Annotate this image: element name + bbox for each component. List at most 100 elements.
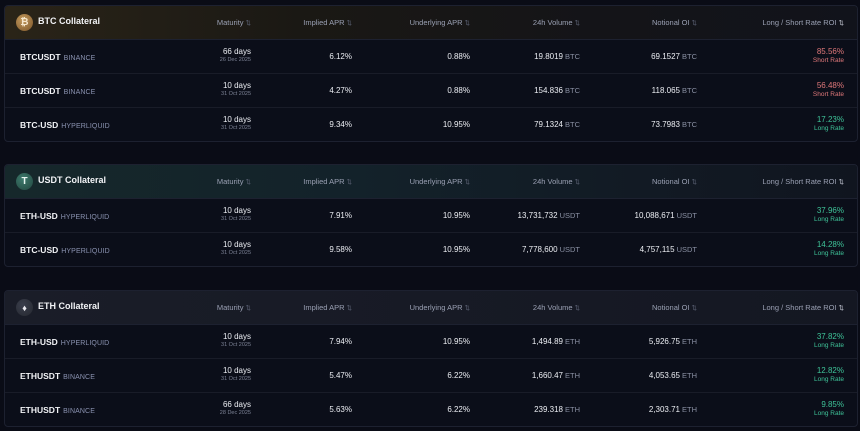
maturity-date: 31 Oct 2025 <box>221 376 251 382</box>
sort-underlying-apr[interactable]: Underlying APR ⇅ <box>409 303 470 312</box>
roi: 9.85% Long Rate <box>814 400 844 417</box>
sort-icon: ⇅ <box>574 179 580 186</box>
sort-notional-oi[interactable]: Notional OI ⇅ <box>652 18 697 27</box>
table-row[interactable]: BTC-USD HYPERLIQUID 10 days 31 Oct 2025 9.… <box>5 233 857 266</box>
group-title: ETH Collateral <box>38 301 100 311</box>
maturity-days: 10 days <box>222 115 251 124</box>
volume: 13,731,732 USDT <box>517 211 580 220</box>
underlying-apr: 10.95% <box>442 337 470 346</box>
venue: BINANCE <box>63 89 96 96</box>
implied-apr: 7.91% <box>329 211 352 220</box>
sort-roi[interactable]: Long / Short Rate ROI ⇅ <box>762 303 844 312</box>
underlying-apr: 0.88% <box>447 86 470 95</box>
underlying-apr: 10.95% <box>442 245 470 254</box>
sort-desc-icon: ⇅ <box>838 179 844 186</box>
pair: BTC-USD <box>20 245 59 255</box>
underlying-apr: 10.95% <box>442 120 470 129</box>
sort-icon: ⇅ <box>574 305 580 312</box>
table-row[interactable]: BTC-USD HYPERLIQUID 10 days 31 Oct 2025 9.… <box>5 108 857 141</box>
venue: BINANCE <box>63 374 95 381</box>
table-row[interactable]: ETH-USD HYPERLIQUID 10 days 31 Oct 2025 7.… <box>5 325 857 359</box>
sort-24h-volume[interactable]: 24h Volume ⇅ <box>532 303 580 312</box>
notional-oi: 2,303.71 ETH <box>648 405 697 414</box>
venue: HYPERLIQUID <box>61 248 110 255</box>
maturity-days: 10 days <box>222 366 251 375</box>
pair: ETHUSDT <box>20 371 61 381</box>
volume: 79.1324 BTC <box>534 120 580 129</box>
sort-icon: ⇅ <box>574 20 580 27</box>
table-header: T USDT Collateral Maturity ⇅ Implied APR ⇅… <box>5 165 857 199</box>
sort-icon: ⇅ <box>464 20 470 27</box>
sort-notional-oi[interactable]: Notional OI ⇅ <box>652 177 697 186</box>
implied-apr: 5.47% <box>329 371 352 380</box>
roi: 37.96% Long Rate <box>814 206 844 223</box>
maturity-days: 10 days <box>222 81 251 90</box>
maturity-date: 26 Dec 2025 <box>219 57 251 63</box>
sort-implied-apr[interactable]: Implied APR ⇅ <box>303 177 352 186</box>
tether-icon: T <box>16 173 33 190</box>
sort-notional-oi[interactable]: Notional OI ⇅ <box>652 303 697 312</box>
sort-maturity[interactable]: Maturity ⇅ <box>216 18 251 27</box>
sort-roi[interactable]: Long / Short Rate ROI ⇅ <box>762 18 844 27</box>
group-title: USDT Collateral <box>38 175 107 185</box>
table-row[interactable]: BTCUSDT BINANCE 10 days 31 Oct 2025 4.27% … <box>5 74 857 108</box>
venue: HYPERLIQUID <box>61 123 110 130</box>
volume: 239.318 ETH <box>534 405 580 414</box>
sort-icon: ⇅ <box>691 20 697 27</box>
maturity-date: 28 Dec 2025 <box>219 410 251 416</box>
sort-24h-volume[interactable]: 24h Volume ⇅ <box>532 177 580 186</box>
sort-implied-apr[interactable]: Implied APR ⇅ <box>303 303 352 312</box>
maturity-days: 10 days <box>222 332 251 341</box>
maturity-date: 31 Oct 2025 <box>221 125 251 131</box>
maturity-date: 31 Oct 2025 <box>221 342 251 348</box>
pair: ETH-USD <box>20 211 58 221</box>
sort-desc-icon: ⇅ <box>838 305 844 312</box>
table-row[interactable]: ETHUSDT BINANCE 10 days 31 Oct 2025 5.47% … <box>5 359 857 393</box>
pair: BTCUSDT <box>20 86 61 96</box>
implied-apr: 7.94% <box>329 337 352 346</box>
notional-oi: 118.065 BTC <box>651 86 697 95</box>
notional-oi: 69.1527 BTC <box>651 52 697 61</box>
sort-implied-apr[interactable]: Implied APR ⇅ <box>303 18 352 27</box>
table-row[interactable]: ETH-USD HYPERLIQUID 10 days 31 Oct 2025 7.… <box>5 199 857 233</box>
roi: 14.28% Long Rate <box>814 240 844 257</box>
underlying-apr: 6.22% <box>447 371 470 380</box>
volume: 154.836 BTC <box>534 86 580 95</box>
ethereum-icon: ♦ <box>16 299 33 316</box>
notional-oi: 73.7983 BTC <box>651 120 697 129</box>
implied-apr: 9.58% <box>329 245 352 254</box>
pair: BTCUSDT <box>20 52 61 62</box>
sort-underlying-apr[interactable]: Underlying APR ⇅ <box>409 177 470 186</box>
table-row[interactable]: ETHUSDT BINANCE 66 days 28 Dec 2025 5.63% … <box>5 393 857 426</box>
volume: 1,494.89 ETH <box>531 337 580 346</box>
sort-icon: ⇅ <box>346 20 352 27</box>
implied-apr: 6.12% <box>329 52 352 61</box>
notional-oi: 4,757,115 USDT <box>639 245 697 254</box>
maturity-date: 31 Oct 2025 <box>221 250 251 256</box>
table-row[interactable]: BTCUSDT BINANCE 66 days 26 Dec 2025 6.12% … <box>5 40 857 74</box>
bitcoin-icon: ₿ <box>16 14 33 31</box>
sort-maturity[interactable]: Maturity ⇅ <box>216 177 251 186</box>
pair: BTC-USD <box>20 120 59 130</box>
volume: 1,660.47 ETH <box>531 371 580 380</box>
maturity-date: 31 Oct 2025 <box>221 216 251 222</box>
implied-apr: 4.27% <box>329 86 352 95</box>
sort-icon: ⇅ <box>346 179 352 186</box>
maturity-days: 10 days <box>222 240 251 249</box>
underlying-apr: 0.88% <box>447 52 470 61</box>
underlying-apr: 6.22% <box>447 405 470 414</box>
maturity-days: 10 days <box>222 206 251 215</box>
volume: 19.8019 BTC <box>534 52 580 61</box>
group-title: BTC Collateral <box>38 16 101 26</box>
sort-underlying-apr[interactable]: Underlying APR ⇅ <box>409 18 470 27</box>
table-header: ₿ BTC Collateral Maturity ⇅ Implied APR ⇅ … <box>5 6 857 40</box>
roi: 56.48% Short Rate <box>812 81 844 98</box>
maturity-days: 66 days <box>222 47 251 56</box>
pair: ETHUSDT <box>20 405 61 415</box>
sort-roi[interactable]: Long / Short Rate ROI ⇅ <box>762 177 844 186</box>
venue: BINANCE <box>63 408 95 415</box>
sort-maturity[interactable]: Maturity ⇅ <box>216 303 251 312</box>
sort-icon: ⇅ <box>346 305 352 312</box>
sort-icon: ⇅ <box>245 20 251 27</box>
sort-24h-volume[interactable]: 24h Volume ⇅ <box>532 18 580 27</box>
